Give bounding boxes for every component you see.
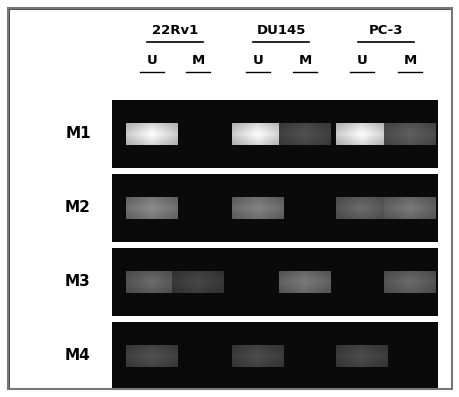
Text: M3: M3 <box>65 274 91 289</box>
Text: M: M <box>298 54 311 67</box>
Text: M2: M2 <box>65 200 91 216</box>
Text: U: U <box>146 54 157 67</box>
Text: M: M <box>403 54 416 67</box>
Text: U: U <box>356 54 367 67</box>
Text: M: M <box>191 54 204 67</box>
Text: DU145: DU145 <box>256 23 305 37</box>
Text: U: U <box>252 54 263 67</box>
Text: PC-3: PC-3 <box>368 23 403 37</box>
Text: M1: M1 <box>65 127 90 141</box>
Text: M4: M4 <box>65 349 91 364</box>
Text: 22Rv1: 22Rv1 <box>151 23 198 37</box>
